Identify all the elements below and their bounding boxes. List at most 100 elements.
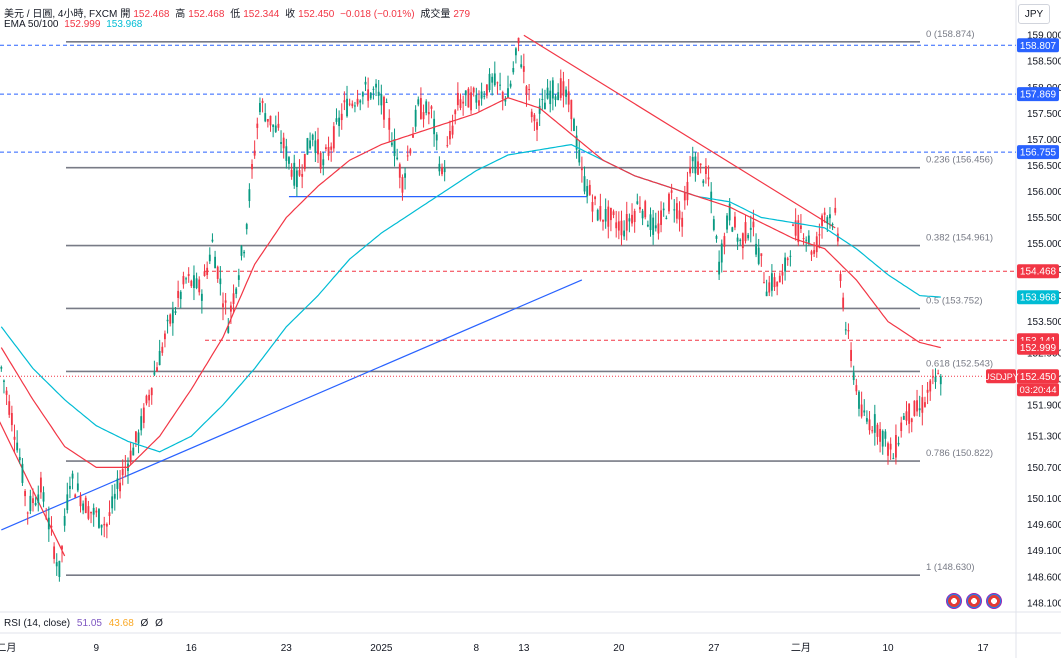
candle-body (401, 177, 404, 193)
candle-body (224, 300, 227, 303)
candle-body (924, 402, 926, 407)
candle-body (369, 92, 372, 99)
candle-body (639, 207, 641, 210)
candle-body (588, 184, 591, 195)
candle-body (654, 225, 657, 229)
candle-body (277, 123, 280, 128)
candle-body (599, 206, 602, 220)
candle-body (660, 210, 662, 225)
candle-body (414, 109, 417, 127)
candle-body (361, 92, 364, 97)
candle-body (631, 214, 633, 224)
candle-body (876, 424, 879, 437)
candle-body (327, 146, 330, 156)
candle-body (488, 73, 491, 91)
price-tick-label: 153.500 (1027, 317, 1061, 328)
candle-body (39, 477, 42, 493)
candle-body (71, 473, 74, 479)
candle-body (98, 509, 100, 528)
volume-value: 279 (453, 9, 471, 20)
candle-body (26, 512, 29, 514)
candle-body (134, 431, 137, 442)
candle-body (280, 142, 282, 145)
candle-body (496, 82, 499, 84)
candle-body (290, 169, 293, 177)
rsi-legend: RSI (14, close) 51.05 43.68 Ø Ø (4, 618, 167, 629)
candle-body (755, 243, 757, 255)
candle-body (195, 278, 198, 289)
candle-body (177, 290, 180, 298)
candle-body (699, 163, 702, 166)
candle-body (818, 234, 821, 236)
price-tick-label: 151.900 (1027, 400, 1061, 411)
ema50-line (0, 97, 941, 468)
candle-body (129, 450, 132, 463)
candle-body (356, 98, 359, 105)
candle-body (554, 96, 557, 100)
candle-body (261, 100, 264, 103)
price-label-text: 158.807 (1020, 41, 1057, 52)
price-label-text: 152.999 (1020, 343, 1057, 354)
time-tick-label: 16 (186, 643, 198, 654)
candle-body (668, 193, 670, 212)
candle-body (478, 100, 480, 106)
candle-body (879, 428, 882, 442)
candle-body (768, 282, 771, 293)
candle-body (596, 209, 599, 221)
candle-body (852, 372, 855, 381)
candle-body (887, 443, 889, 456)
open-value: 152.468 (133, 9, 170, 20)
candle-body (309, 140, 312, 149)
candle-body (443, 168, 446, 173)
fib-level-label: 1 (148.630) (926, 562, 975, 573)
candle-body (3, 380, 5, 382)
economic-events[interactable] (946, 593, 1006, 614)
candle-body (301, 173, 304, 177)
candle-body (712, 219, 715, 230)
candle-body (871, 430, 874, 432)
candle-body (815, 236, 818, 253)
candle-body (132, 447, 135, 456)
candle-body (504, 98, 507, 102)
candle-body (897, 442, 900, 445)
currency-button[interactable]: JPY (1018, 4, 1050, 24)
price-tick-label: 157.000 (1027, 135, 1061, 146)
candle-body (37, 494, 40, 503)
candle-body (8, 401, 11, 415)
candle-body (16, 442, 19, 451)
candle-body (354, 105, 356, 107)
candle-body (459, 99, 462, 108)
candle-body (208, 254, 211, 262)
candle-body (449, 130, 451, 140)
candle-body (715, 236, 718, 239)
candle-body (58, 560, 61, 578)
candle-body (760, 253, 763, 257)
price-tick-label: 157.500 (1027, 109, 1061, 120)
us-flag-icon[interactable] (966, 593, 982, 609)
candle-body (430, 106, 433, 109)
candle-body (929, 380, 932, 392)
candle-body (565, 89, 567, 97)
candle-body (343, 100, 346, 103)
candle-body (765, 291, 768, 297)
candle-body (335, 118, 338, 122)
us-flag-icon[interactable] (986, 593, 1002, 609)
trendline (1, 279, 583, 531)
candle-body (150, 388, 153, 396)
candle-body (454, 110, 457, 115)
candle-body (470, 92, 472, 111)
candle-body (269, 115, 272, 126)
us-flag-icon[interactable] (946, 593, 962, 609)
candle-body (483, 95, 486, 97)
candle-body (734, 216, 736, 228)
candle-body (562, 81, 565, 96)
candle-body (324, 147, 327, 150)
candle-body (404, 173, 407, 178)
candle-body (475, 94, 478, 103)
candle-body (855, 385, 858, 392)
candle-body (731, 227, 734, 232)
candle-body (385, 101, 388, 103)
candle-body (723, 236, 726, 247)
price-tick-label: 151.300 (1027, 432, 1061, 443)
